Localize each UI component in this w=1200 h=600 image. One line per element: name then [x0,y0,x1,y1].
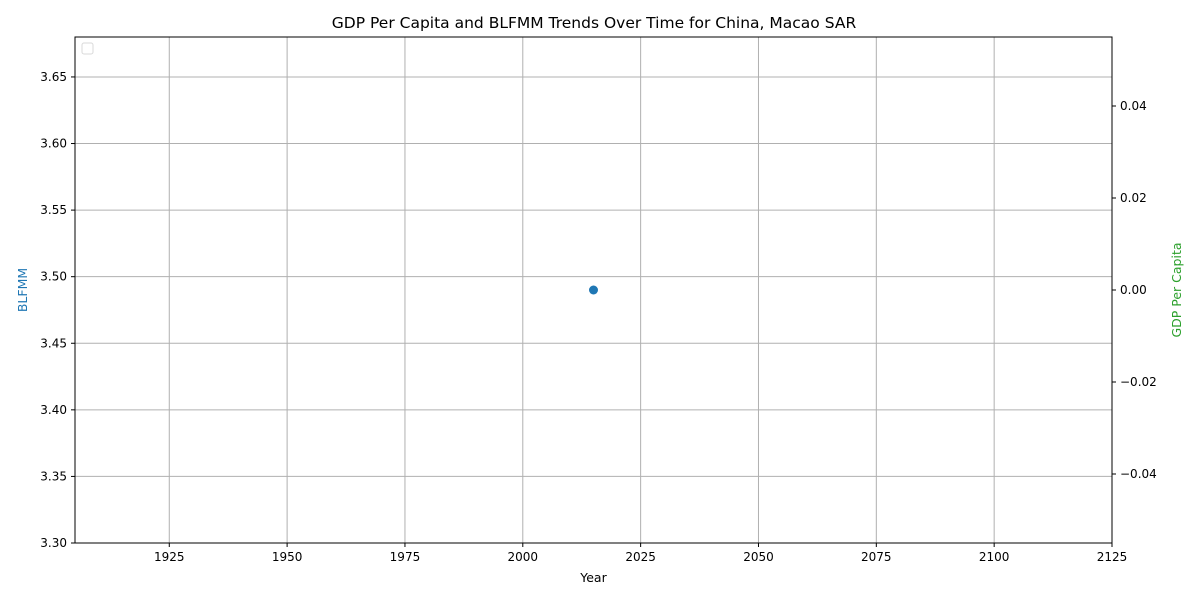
x-tick-label: 2000 [508,550,539,564]
x-tick-label: 2050 [743,550,774,564]
x-tick-label: 2100 [979,550,1010,564]
x-tick-label: 1975 [390,550,421,564]
left-y-tick-label: 3.40 [40,403,67,417]
chart-title: GDP Per Capita and BLFMM Trends Over Tim… [332,14,857,32]
right-y-tick-label: 0.00 [1120,283,1147,297]
data-point [589,285,598,295]
left-y-tick-label: 3.50 [40,270,67,284]
left-y-axis-label: BLFMM [15,268,30,312]
left-y-tick-label: 3.35 [40,469,67,483]
left-y-tick-label: 3.45 [40,336,67,350]
x-tick-label: 1925 [154,550,185,564]
x-axis-ticks: 1925 1950 1975 2000 2025 2050 2075 2100 2125 [154,543,1127,564]
plot-area-frame [74,36,1113,544]
right-y-tick-label: −0.02 [1120,375,1157,389]
right-y-tick-label: −0.04 [1120,467,1157,481]
left-y-tick-label: 3.65 [40,70,67,84]
left-y-tick-label: 3.55 [40,203,67,217]
right-y-tick-label: 0.04 [1120,99,1147,113]
right-y-axis-label: GDP Per Capita [1169,242,1184,337]
right-y-tick-label: 0.02 [1120,191,1147,205]
x-axis-label: Year [579,570,607,585]
x-tick-label: 2075 [861,550,892,564]
data-layer [589,285,598,295]
right-y-axis-ticks: −0.04 −0.02 0.00 0.02 0.04 [1112,99,1157,481]
left-y-axis-ticks: 3.30 3.35 3.40 3.45 3.50 3.55 3.60 3.65 [40,70,75,550]
x-tick-label: 2025 [625,550,656,564]
left-y-tick-label: 3.60 [40,137,67,151]
legend [81,42,94,55]
x-tick-label: 2125 [1097,550,1128,564]
x-tick-label: 1950 [272,550,303,564]
left-y-tick-label: 3.30 [40,536,67,550]
